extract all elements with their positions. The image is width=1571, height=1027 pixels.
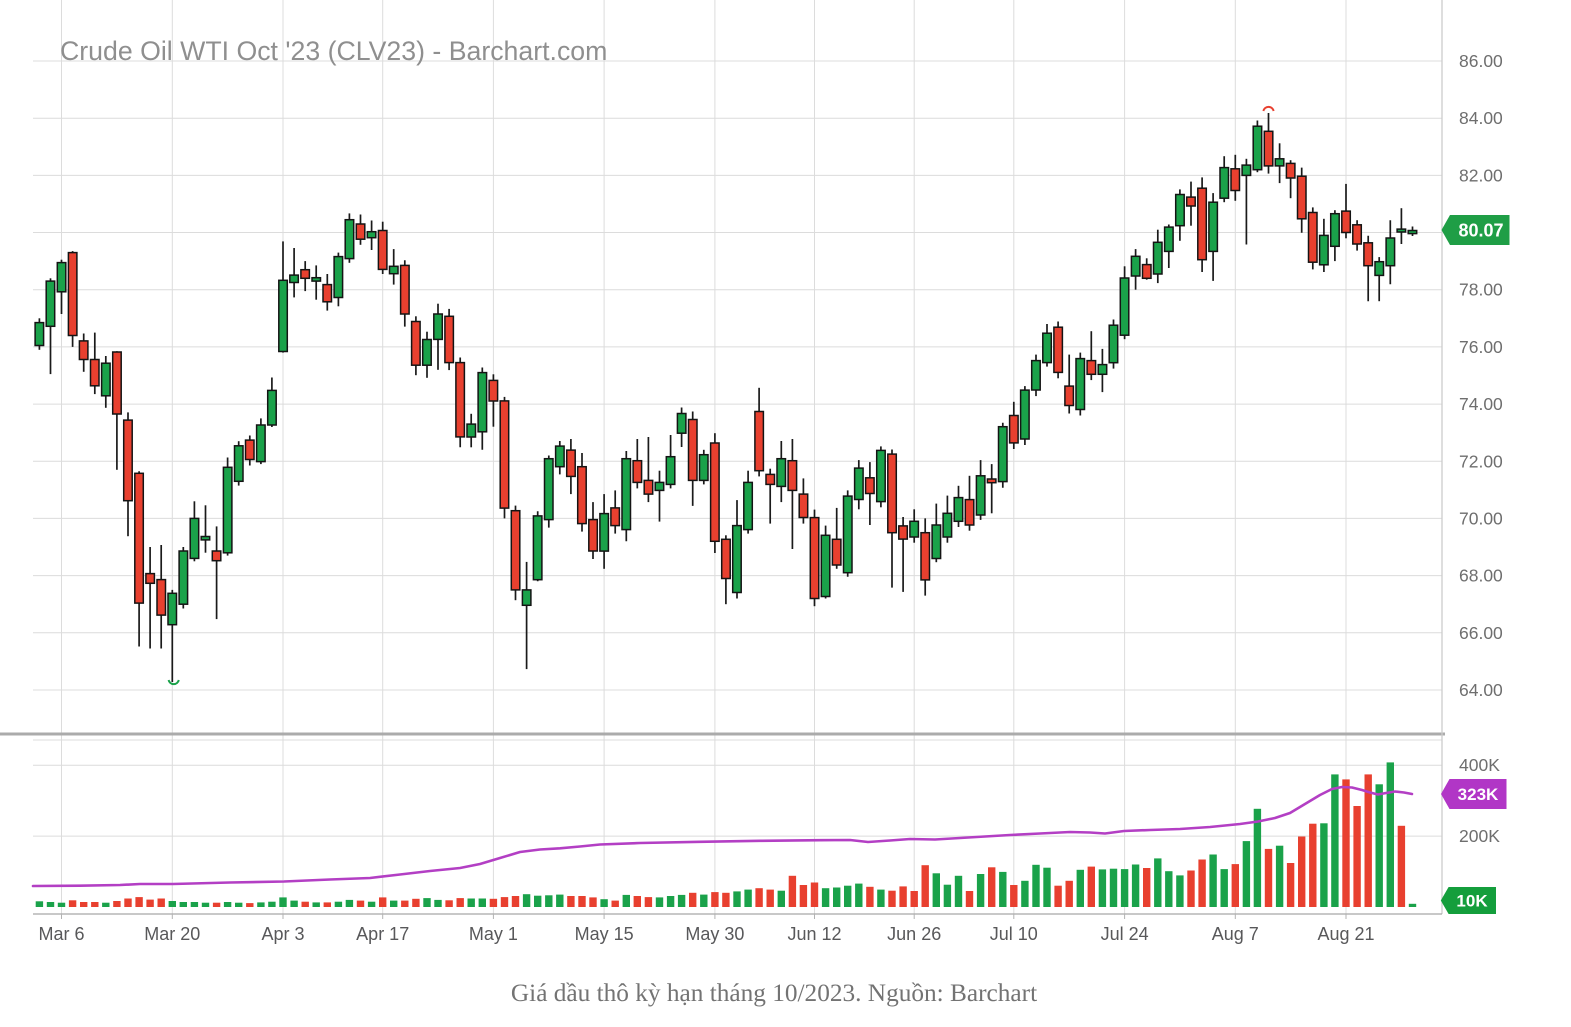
svg-text:84.00: 84.00 [1459, 108, 1503, 128]
svg-text:May 15: May 15 [575, 924, 634, 944]
svg-text:Giá dầu thô kỳ hạn tháng 10/20: Giá dầu thô kỳ hạn tháng 10/2023. Nguồn:… [511, 979, 1037, 1007]
svg-text:76.00: 76.00 [1459, 337, 1503, 357]
svg-text:72.00: 72.00 [1459, 451, 1503, 471]
svg-text:May 1: May 1 [469, 924, 518, 944]
svg-text:Mar 20: Mar 20 [144, 924, 200, 944]
svg-text:Mar 6: Mar 6 [38, 924, 84, 944]
svg-text:Aug 21: Aug 21 [1317, 924, 1374, 944]
svg-text:82.00: 82.00 [1459, 165, 1503, 185]
svg-text:Jul 24: Jul 24 [1101, 924, 1149, 944]
svg-text:Apr 17: Apr 17 [356, 924, 409, 944]
svg-text:86.00: 86.00 [1459, 51, 1503, 71]
svg-text:Jun 12: Jun 12 [787, 924, 841, 944]
svg-text:Crude Oil WTI Oct '23 (CLV23): Crude Oil WTI Oct '23 (CLV23) - Barchart… [60, 36, 607, 66]
svg-text:200K: 200K [1459, 826, 1500, 846]
svg-text:Apr 3: Apr 3 [261, 924, 304, 944]
svg-text:78.00: 78.00 [1459, 280, 1503, 300]
svg-text:80.07: 80.07 [1458, 221, 1503, 241]
svg-text:Aug 7: Aug 7 [1212, 924, 1259, 944]
svg-text:Jun 26: Jun 26 [887, 924, 941, 944]
svg-text:66.00: 66.00 [1459, 623, 1503, 643]
svg-text:Jul 10: Jul 10 [990, 924, 1038, 944]
svg-text:May 30: May 30 [685, 924, 744, 944]
svg-text:70.00: 70.00 [1459, 508, 1503, 528]
svg-text:68.00: 68.00 [1459, 566, 1503, 586]
svg-text:10K: 10K [1456, 892, 1488, 911]
svg-text:64.00: 64.00 [1459, 680, 1503, 700]
svg-text:323K: 323K [1458, 785, 1499, 804]
svg-text:74.00: 74.00 [1459, 394, 1503, 414]
svg-text:400K: 400K [1459, 755, 1500, 775]
